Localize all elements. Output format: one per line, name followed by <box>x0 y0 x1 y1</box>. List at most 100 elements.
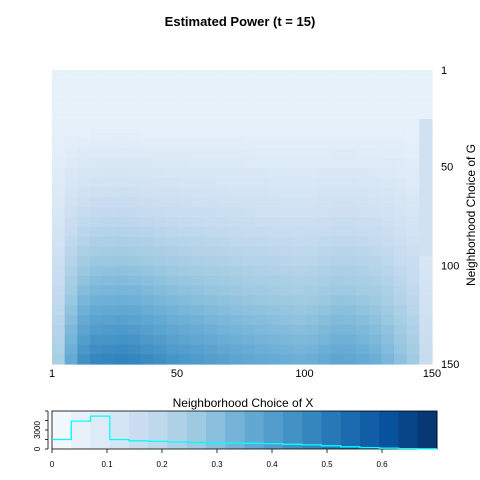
heatmap-cell <box>406 236 420 247</box>
heatmap-cell <box>140 236 154 247</box>
heatmap-cell <box>356 266 370 277</box>
heatmap-cell <box>102 138 116 149</box>
heatmap-cell <box>153 324 167 336</box>
heatmap-cell <box>305 315 319 326</box>
heatmap-cell <box>204 138 218 149</box>
heatmap-cell <box>406 89 420 100</box>
heatmap-cell <box>394 344 408 355</box>
heatmap-cell <box>140 187 154 198</box>
heatmap-cell <box>77 295 91 306</box>
heatmap-cell <box>242 217 256 228</box>
heatmap-cell <box>191 256 205 267</box>
heatmap-cell <box>305 138 319 149</box>
heatmap-cell <box>216 187 230 198</box>
heatmap-cell <box>216 79 230 91</box>
heatmap-cell <box>52 266 66 277</box>
heatmap-cell <box>229 315 243 326</box>
heatmap-cell <box>90 236 104 247</box>
color-key-bin <box>129 411 149 449</box>
heatmap-cell <box>90 285 104 296</box>
heatmap-cell <box>216 197 230 208</box>
heatmap-cell <box>128 158 142 169</box>
color-key-bin <box>340 411 361 449</box>
heatmap-cell <box>52 305 66 316</box>
heatmap-cell <box>343 99 357 110</box>
heatmap-cell <box>419 256 433 267</box>
heatmap-cell <box>204 246 218 257</box>
heatmap-cell <box>191 295 205 306</box>
heatmap-cell <box>64 109 78 120</box>
heatmap-cell <box>216 207 230 218</box>
heatmap-cell <box>292 266 306 277</box>
heatmap-cell <box>128 334 142 345</box>
heatmap-cell <box>52 246 66 257</box>
heatmap-cell <box>254 315 268 326</box>
color-key-bin <box>244 411 265 449</box>
heatmap-cell <box>267 187 281 198</box>
heatmap-cell <box>191 109 205 120</box>
heatmap-cell <box>90 354 104 365</box>
heatmap-cell <box>64 236 78 247</box>
heatmap-cell <box>216 226 230 238</box>
heatmap-cell <box>356 285 370 296</box>
heatmap-cell <box>229 285 243 296</box>
heatmap-cell <box>191 89 205 100</box>
heatmap-x-axis: 1 50 100 150 <box>49 368 441 380</box>
heatmap-cell <box>280 295 294 306</box>
heatmap-cell <box>204 295 218 306</box>
heatmap-cell <box>267 266 281 277</box>
heatmap-cell <box>343 89 357 100</box>
heatmap-cell <box>229 324 243 336</box>
heatmap-cell <box>419 168 433 179</box>
heatmap-cell <box>254 148 268 159</box>
heatmap-cell <box>368 138 382 149</box>
heatmap-cell <box>406 148 420 159</box>
heatmap-cell <box>115 119 129 130</box>
heatmap-cell <box>77 158 91 169</box>
heatmap-cell <box>242 344 256 355</box>
heatmap-cell <box>64 275 78 287</box>
heatmap-cell <box>153 217 167 228</box>
heatmap-cell <box>115 236 129 247</box>
heatmap-cell <box>356 354 370 365</box>
heatmap-cell <box>204 119 218 130</box>
heatmap-cell <box>128 197 142 208</box>
heatmap-cell <box>381 256 395 267</box>
heatmap-cell <box>330 197 344 208</box>
heatmap-cell <box>356 138 370 149</box>
heatmap-cell <box>292 168 306 179</box>
heatmap-cell <box>77 119 91 130</box>
heatmap-cell <box>267 119 281 130</box>
heatmap-cell <box>381 70 395 81</box>
color-key-bin <box>186 411 207 449</box>
heatmap-cell <box>52 168 66 179</box>
heatmap-cell <box>140 138 154 149</box>
heatmap-cell <box>368 89 382 100</box>
heatmap-cell <box>242 128 256 140</box>
heatmap-cell <box>280 226 294 238</box>
heatmap-cell <box>153 119 167 130</box>
heatmap-cell <box>368 70 382 81</box>
heatmap-cell <box>381 354 395 365</box>
color-key-bin <box>398 411 419 449</box>
heatmap-cell <box>153 99 167 110</box>
heatmap-cell <box>254 334 268 345</box>
heatmap-cell <box>330 217 344 228</box>
heatmap-cell <box>90 187 104 198</box>
heatmap-cell <box>128 256 142 267</box>
heatmap-cell <box>229 256 243 267</box>
heatmap-cell <box>254 138 268 149</box>
heatmap-cell <box>77 148 91 159</box>
heatmap-cell <box>90 266 104 277</box>
heatmap-cell <box>356 236 370 247</box>
heatmap-cell <box>115 334 129 345</box>
heatmap-cell <box>229 70 243 81</box>
heatmap-cell <box>90 70 104 81</box>
heatmap-cell <box>381 305 395 316</box>
heatmap-cell <box>305 334 319 345</box>
heatmap-cell <box>166 285 180 296</box>
heatmap-cell <box>406 354 420 365</box>
heatmap-cell <box>330 70 344 81</box>
heatmap-cell <box>368 177 382 189</box>
heatmap-cell <box>153 109 167 120</box>
